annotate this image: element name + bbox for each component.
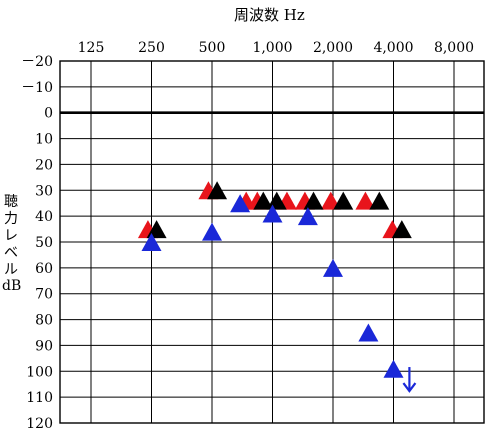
x-tick-label: 250 <box>138 40 165 56</box>
triangle-marker <box>207 181 228 200</box>
y-axis-title-char: 聴 <box>4 194 18 210</box>
y-axis-title-char: ル <box>4 262 18 278</box>
triangle-marker <box>262 204 283 223</box>
plot-frame <box>59 60 485 424</box>
y-tick-label: 120 <box>26 416 53 432</box>
y-tick-label: 0 <box>44 106 53 122</box>
x-tick-label: 2,000 <box>313 40 353 56</box>
triangle-marker <box>391 220 412 239</box>
y-tick-label: 50 <box>35 235 53 251</box>
y-tick-label: －20 <box>21 54 53 70</box>
no-response-arrow-head <box>402 382 417 393</box>
triangle-marker <box>266 191 287 210</box>
y-tick-label: 90 <box>35 338 53 354</box>
y-axis-title-char: レ <box>4 228 18 244</box>
x-tick-label: 4,000 <box>373 40 413 56</box>
triangle-marker <box>369 191 390 210</box>
triangle-marker <box>383 359 404 378</box>
y-tick-label: －10 <box>21 80 53 96</box>
triangle-marker <box>253 191 274 210</box>
y-axis-title-char: 力 <box>4 211 18 227</box>
y-tick-label: 20 <box>35 157 53 173</box>
triangle-marker <box>202 222 222 241</box>
y-tick-label: 110 <box>26 390 53 406</box>
y-tick-label: 70 <box>35 287 53 303</box>
x-tick-label: 125 <box>78 40 105 56</box>
y-tick-label: 60 <box>35 261 53 277</box>
y-tick-label: 40 <box>35 209 53 225</box>
y-axis-title: 聴力レベル <box>3 194 19 279</box>
triangle-marker <box>141 233 162 251</box>
y-axis-unit: dB <box>2 278 22 294</box>
y-tick-label: 100 <box>26 364 53 380</box>
x-tick-label: 1,000 <box>252 40 292 56</box>
triangle-marker <box>358 323 379 342</box>
x-tick-label: 8,000 <box>434 40 474 56</box>
y-axis-title-char: ベ <box>4 245 18 261</box>
y-tick-label: 10 <box>35 132 53 148</box>
triangle-marker <box>303 191 324 210</box>
y-tick-label: 80 <box>35 313 53 329</box>
triangle-marker <box>355 191 376 210</box>
x-tick-label: 500 <box>199 40 226 56</box>
triangle-marker <box>323 258 343 277</box>
triangle-marker <box>230 194 251 213</box>
triangle-marker <box>333 191 354 210</box>
x-axis-title: 周波数 Hz <box>234 6 305 24</box>
y-tick-label: 30 <box>35 183 53 199</box>
triangle-marker <box>297 207 318 226</box>
